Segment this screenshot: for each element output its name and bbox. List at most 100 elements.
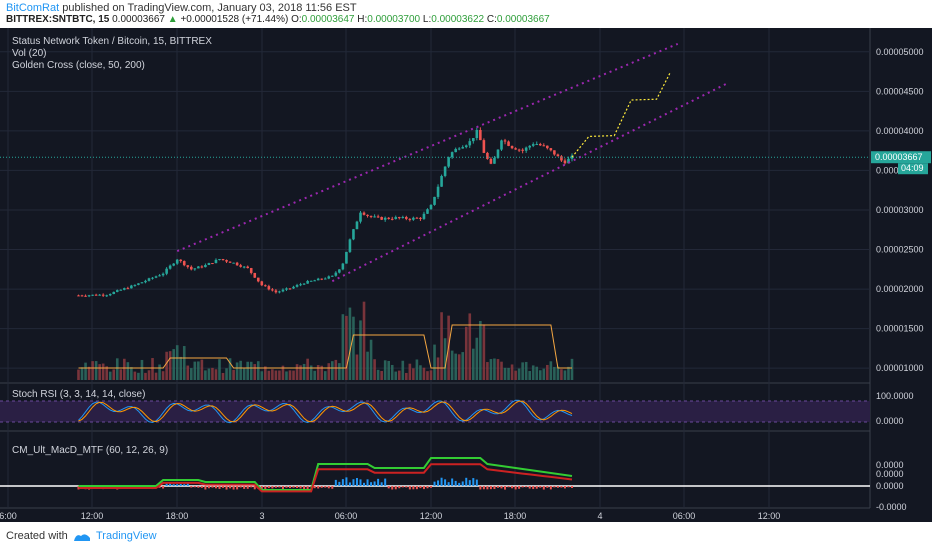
volume-bar bbox=[517, 368, 521, 380]
volume-bar bbox=[186, 365, 190, 380]
macd-histogram-bar bbox=[313, 486, 316, 489]
candle-body bbox=[77, 295, 80, 297]
macd-histogram-bar bbox=[363, 482, 366, 486]
candle-body bbox=[115, 290, 119, 292]
candle-body bbox=[80, 295, 84, 297]
volume-bar bbox=[204, 370, 207, 380]
candle-body bbox=[239, 265, 242, 267]
macd-histogram-bar bbox=[260, 486, 263, 489]
macd-histogram-bar bbox=[433, 481, 436, 486]
volume-bar bbox=[464, 326, 468, 380]
macd-histogram-bar bbox=[239, 486, 242, 488]
macd-histogram-bar bbox=[197, 486, 200, 488]
macd-histogram-bar bbox=[211, 486, 214, 488]
candle-body bbox=[182, 261, 186, 266]
volume-bar bbox=[84, 362, 87, 380]
macd-histogram-bar bbox=[246, 486, 249, 489]
author-link[interactable]: BitComRat bbox=[6, 2, 60, 14]
macd-histogram-bar bbox=[158, 486, 161, 488]
volume-bar bbox=[553, 366, 556, 380]
volume-bar bbox=[369, 339, 373, 380]
candle-body bbox=[260, 281, 264, 286]
volume-bar bbox=[306, 358, 309, 380]
macd-histogram-bar bbox=[373, 481, 376, 486]
candle-body bbox=[186, 265, 190, 267]
volume-bar bbox=[130, 367, 133, 380]
macd-histogram-bar bbox=[377, 478, 380, 486]
volume-bar bbox=[422, 367, 426, 380]
macd-histogram-bar bbox=[419, 486, 422, 489]
volume-bar bbox=[563, 370, 567, 380]
candle-body bbox=[108, 294, 112, 296]
candle-body bbox=[447, 157, 450, 167]
volume-bar bbox=[461, 352, 465, 380]
macd-histogram-bar bbox=[525, 486, 528, 488]
macd-histogram-bar bbox=[465, 477, 468, 486]
footer: Created with TradingView bbox=[0, 522, 932, 550]
candle-body bbox=[313, 280, 316, 282]
candle-body bbox=[567, 158, 570, 164]
time-tick-label: 06:00 bbox=[673, 511, 696, 521]
price-tick-label: 0.00001500 bbox=[876, 324, 924, 334]
volume-bar bbox=[98, 364, 101, 380]
candle-body bbox=[87, 295, 91, 297]
volume-bar bbox=[235, 362, 239, 380]
macd-histogram-bar bbox=[468, 480, 471, 486]
macd-histogram-bar bbox=[500, 486, 503, 489]
macd-histogram-bar bbox=[408, 486, 411, 490]
macd-histogram-bar bbox=[521, 486, 524, 488]
candle-body bbox=[84, 295, 87, 297]
candle-body bbox=[225, 260, 228, 262]
candle-body bbox=[130, 285, 133, 289]
volume-bar bbox=[486, 362, 489, 380]
macd-histogram-bar bbox=[250, 486, 253, 488]
ohlc-line: BITTREX:SNTBTC, 15 0.00003667 ▲ +0.00001… bbox=[6, 14, 550, 25]
macd-histogram-bar bbox=[214, 486, 217, 489]
macd-histogram-bar bbox=[430, 486, 432, 488]
macd-histogram-bar bbox=[451, 478, 454, 486]
volume-bar bbox=[105, 366, 108, 380]
macd-histogram-bar bbox=[405, 486, 408, 488]
volume-bar bbox=[168, 351, 172, 380]
time-tick-label: 3 bbox=[259, 511, 264, 521]
candle-body bbox=[281, 289, 285, 292]
macd-histogram-bar bbox=[437, 480, 440, 486]
macd-histogram-bar bbox=[317, 486, 320, 489]
macd-histogram-bar bbox=[528, 486, 531, 489]
volume-bar bbox=[348, 307, 352, 380]
volume-bar bbox=[454, 353, 457, 380]
publish-line: BitComRat published on TradingView.com, … bbox=[6, 2, 357, 14]
candle-body bbox=[331, 275, 334, 277]
volume-bar bbox=[345, 315, 348, 380]
candle-body bbox=[510, 145, 514, 149]
candle-body bbox=[443, 166, 447, 176]
last-price-tag bbox=[871, 151, 931, 164]
chart-area[interactable]: 0.00005000 0.00004500 0.00004000 0.000 0.000… bbox=[0, 28, 932, 522]
volume-bar bbox=[507, 367, 510, 380]
volume-bar bbox=[542, 368, 546, 380]
candle-body bbox=[383, 217, 387, 220]
volume-bar bbox=[299, 365, 302, 380]
tradingview-brand[interactable]: TradingView bbox=[96, 530, 157, 542]
last-price-tag-text: 0.00003667 bbox=[875, 152, 923, 162]
volume-bar bbox=[440, 312, 443, 380]
chart-svg[interactable]: 0.00005000 0.00004500 0.00004000 0.000 0.000… bbox=[0, 28, 932, 522]
volume-bar bbox=[390, 364, 394, 380]
candle-body bbox=[412, 217, 415, 220]
candle-body bbox=[472, 138, 475, 142]
candle-body bbox=[271, 289, 274, 291]
volume-bar bbox=[475, 337, 479, 380]
candle-body bbox=[468, 141, 472, 146]
candle-body bbox=[524, 147, 528, 151]
close-label: C: bbox=[486, 14, 497, 25]
candle-body bbox=[341, 263, 345, 270]
up-arrow-icon: ▲ bbox=[167, 14, 178, 25]
volume-bar bbox=[242, 368, 246, 380]
macd-histogram-bar bbox=[169, 483, 172, 486]
candle-body bbox=[334, 272, 338, 276]
volume-bar bbox=[126, 362, 130, 380]
candle-body bbox=[214, 259, 218, 264]
rsi-band bbox=[0, 401, 870, 422]
time-tick-label: 4 bbox=[597, 511, 602, 521]
macd-histogram-bar bbox=[412, 486, 415, 490]
